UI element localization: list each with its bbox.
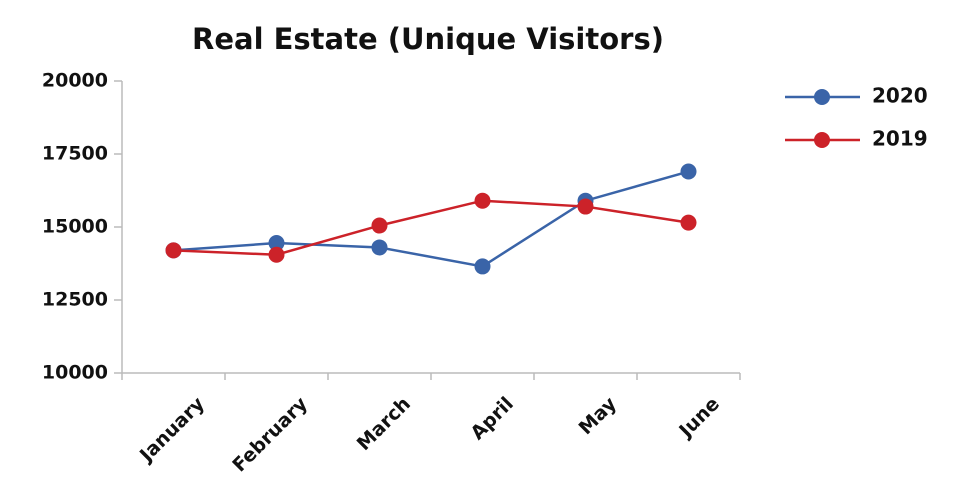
legend-marker	[814, 89, 830, 105]
data-point	[165, 242, 182, 259]
x-tick-label: March	[353, 393, 415, 455]
y-tick-label: 15000	[42, 216, 108, 238]
data-point	[268, 235, 285, 252]
x-tick-label: February	[228, 392, 312, 476]
data-point	[268, 246, 285, 263]
legend-marker	[814, 132, 830, 148]
data-point	[371, 217, 388, 234]
chart-title: Real Estate (Unique Visitors)	[192, 22, 664, 56]
legend-label: 2019	[872, 127, 928, 151]
data-point	[680, 214, 697, 231]
data-point	[474, 258, 491, 275]
y-tick-label: 20000	[42, 70, 108, 92]
data-point	[680, 163, 697, 180]
x-tick-label: June	[674, 393, 724, 443]
x-tick-label: May	[575, 392, 622, 439]
data-point	[474, 192, 491, 209]
y-tick-label: 17500	[42, 143, 108, 165]
legend-label: 2020	[872, 84, 928, 108]
x-tick-label: January	[134, 392, 209, 467]
y-tick-label: 10000	[42, 362, 108, 384]
series-line	[173, 199, 689, 256]
x-tick-label: April	[467, 393, 518, 444]
data-point	[577, 198, 594, 215]
data-point	[371, 239, 388, 256]
series-line	[173, 170, 689, 268]
y-tick-label: 12500	[42, 289, 108, 311]
